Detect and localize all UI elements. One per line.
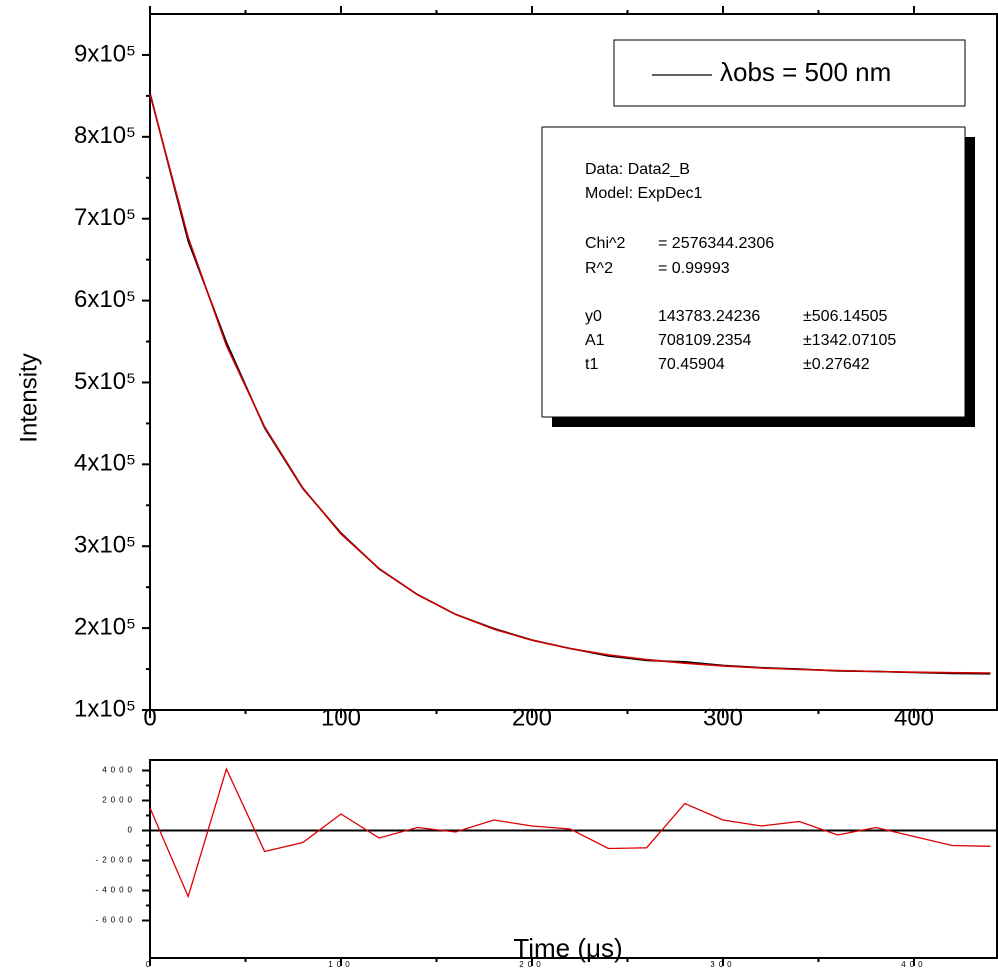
report-param: ±1342.07105 — [803, 332, 896, 349]
x-tick-label: 300 — [710, 960, 735, 969]
report-param: t1 — [585, 356, 598, 373]
x-tick-label: 100 — [328, 960, 353, 969]
data-line — [149, 767, 991, 899]
x-tick-label: 400 — [901, 960, 926, 969]
report-param: 708109.2354 — [658, 332, 752, 349]
report-param: y0 — [585, 308, 602, 325]
y-tick-label: -4000 — [96, 886, 136, 895]
report-param: ±506.14505 — [803, 308, 888, 325]
x-tick-label: 100 — [321, 704, 361, 731]
x-tick-label: 0 — [146, 960, 154, 969]
report-param: ±0.27642 — [803, 356, 870, 373]
y-tick-label: 1x10⁵ — [74, 695, 136, 722]
y-tick-label: 2000 — [102, 796, 136, 805]
legend-label: λobs = 500 nm — [720, 57, 891, 87]
y-tick-label: -6000 — [96, 916, 136, 925]
plot-frame — [149, 759, 998, 959]
y-tick-label: 7x10⁵ — [74, 204, 136, 231]
legend-box — [613, 39, 966, 107]
y-tick-label: 9x10⁵ — [74, 40, 136, 67]
y-axis-title: Intensity — [15, 353, 42, 442]
report-stat: = 0.99993 — [658, 260, 730, 277]
x-tick-label: 0 — [143, 704, 156, 731]
report-stat: Chi^2 — [585, 235, 626, 252]
x-tick-label: 400 — [894, 704, 934, 731]
x-tick-label: 200 — [512, 704, 552, 731]
y-tick-label: 4000 — [102, 766, 136, 775]
y-tick-label: 8x10⁵ — [74, 122, 136, 149]
y-tick-label: 3x10⁵ — [74, 532, 136, 559]
report-model: Model: ExpDec1 — [585, 185, 702, 202]
report-stat: = 2576344.2306 — [658, 235, 774, 252]
report-param: 70.45904 — [658, 356, 725, 373]
report-param: 143783.24236 — [658, 308, 760, 325]
report-stat: R^2 — [585, 260, 613, 277]
report-box — [541, 126, 966, 418]
y-tick-label: 6x10⁵ — [74, 286, 136, 313]
y-tick-label: 2x10⁵ — [74, 613, 136, 640]
x-tick-label: 300 — [703, 704, 743, 731]
report-param: A1 — [585, 332, 605, 349]
report-data: Data: Data2_B — [585, 161, 690, 178]
y-tick-label: 4x10⁵ — [74, 450, 136, 477]
y-tick-label: -2000 — [96, 856, 136, 865]
plot-frame — [149, 13, 998, 711]
y-tick-label: 0 — [128, 826, 136, 835]
data-line — [149, 94, 991, 674]
x-tick-label: 200 — [519, 960, 544, 969]
y-tick-label: 5x10⁵ — [74, 368, 136, 395]
